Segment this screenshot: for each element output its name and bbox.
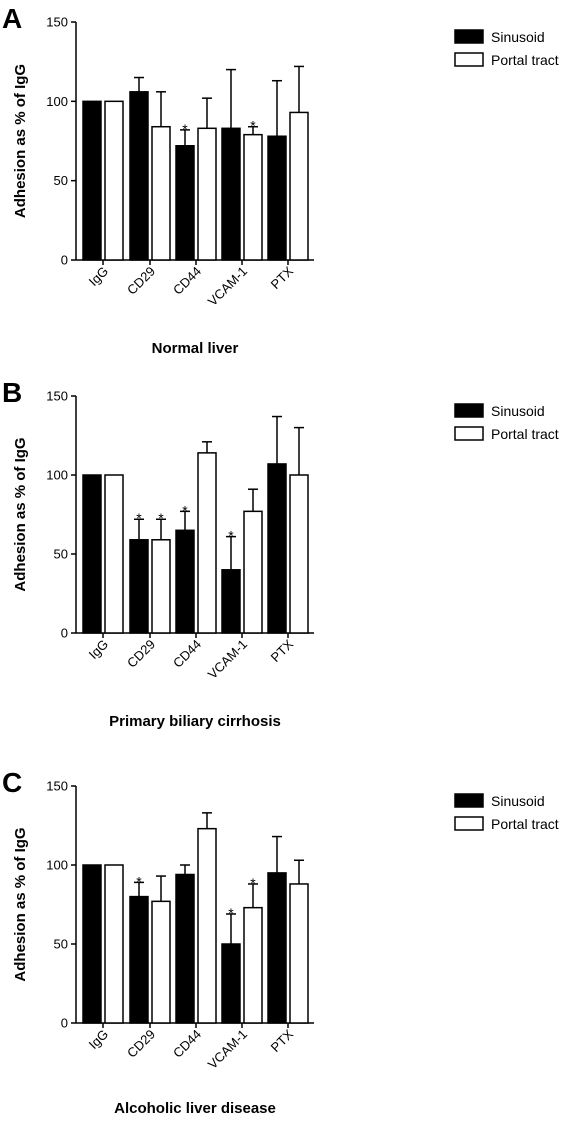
- legend-swatch: [454, 29, 484, 44]
- bar-sinusoid: [221, 943, 241, 1024]
- bar-sinusoid: [82, 474, 102, 634]
- bar-sinusoid: [221, 127, 241, 261]
- bar-sinusoid: [267, 463, 287, 634]
- x-tick-label: VCAM-1: [205, 1027, 250, 1072]
- bar-sinusoid: [221, 569, 241, 634]
- chart-panel: A Adhesion as % of IgG 0 50 100 150 IgG CD29 CD4…: [2, 3, 559, 357]
- bar-sinusoid: [267, 872, 287, 1024]
- x-tick-label: VCAM-1: [205, 637, 250, 682]
- legend-label: Sinusoid: [491, 29, 545, 45]
- bar-portal-tract: [151, 125, 171, 261]
- bar-portal-tract: [104, 864, 124, 1024]
- significance-marker: *: [228, 905, 234, 921]
- significance-marker: *: [182, 502, 188, 518]
- bar-sinusoid: [175, 873, 195, 1024]
- y-tick-label: 150: [46, 15, 68, 30]
- x-tick-label: CD29: [124, 1027, 158, 1061]
- bar-portal-tract: [243, 133, 263, 261]
- bar-portal-tract: [243, 510, 263, 634]
- legend-swatch: [454, 52, 484, 67]
- chart-panel: C Adhesion as % of IgG 0 50 100 150 IgG CD29 CD4…: [2, 767, 559, 1117]
- legend-swatch: [454, 816, 484, 831]
- legend-swatch: [454, 426, 484, 441]
- x-axis-title: Primary biliary cirrhosis: [109, 713, 281, 730]
- y-tick-label: 50: [54, 937, 68, 952]
- y-tick-label: 100: [46, 858, 68, 873]
- y-tick-label: 0: [61, 626, 68, 641]
- x-tick-label: CD44: [170, 264, 204, 298]
- bar-portal-tract: [104, 100, 124, 261]
- legend-swatch: [454, 403, 484, 418]
- bar-portal-tract: [197, 452, 217, 634]
- legend-label: Sinusoid: [491, 793, 545, 809]
- y-tick-label: 50: [54, 547, 68, 562]
- y-tick-label: 0: [61, 1016, 68, 1031]
- x-axis-title: Normal liver: [152, 340, 239, 357]
- y-tick-label: 150: [46, 779, 68, 794]
- bar-sinusoid: [267, 135, 287, 261]
- y-axis-label: Adhesion as % of IgG: [12, 827, 29, 981]
- bar-portal-tract: [151, 900, 171, 1024]
- bar-portal-tract: [197, 127, 217, 261]
- bar-sinusoid: [129, 895, 149, 1024]
- chart-panel: B Adhesion as % of IgG 0 50 100 150 IgG CD29 CD4…: [2, 377, 559, 730]
- panel-label: C: [2, 767, 22, 798]
- x-tick-label: PTX: [268, 1026, 297, 1055]
- significance-marker: *: [228, 528, 234, 544]
- y-tick-label: 50: [54, 173, 68, 188]
- x-tick-label: IgG: [86, 1027, 111, 1052]
- x-axis-title: Alcoholic liver disease: [114, 1100, 276, 1117]
- bar-portal-tract: [289, 474, 309, 634]
- legend-label: Portal tract: [491, 426, 559, 442]
- bar-sinusoid: [129, 539, 149, 634]
- x-tick-label: CD44: [170, 637, 204, 671]
- x-tick-label: PTX: [268, 636, 297, 665]
- bar-portal-tract: [243, 906, 263, 1024]
- significance-marker: *: [136, 873, 142, 889]
- bar-sinusoid: [175, 529, 195, 634]
- significance-marker: *: [158, 510, 164, 526]
- y-tick-label: 150: [46, 389, 68, 404]
- bar-portal-tract: [104, 474, 124, 634]
- bar-portal-tract: [289, 111, 309, 261]
- bar-portal-tract: [151, 539, 171, 634]
- legend-label: Portal tract: [491, 816, 559, 832]
- significance-marker: *: [250, 118, 256, 134]
- bar-sinusoid: [82, 864, 102, 1024]
- bar-sinusoid: [129, 91, 149, 261]
- legend-label: Portal tract: [491, 52, 559, 68]
- panel-label: A: [2, 3, 22, 34]
- panel-label: B: [2, 377, 22, 408]
- x-tick-label: PTX: [268, 263, 297, 292]
- legend-swatch: [454, 793, 484, 808]
- bar-portal-tract: [289, 883, 309, 1024]
- legend-label: Sinusoid: [491, 403, 545, 419]
- x-tick-label: CD29: [124, 637, 158, 671]
- x-tick-label: IgG: [86, 264, 111, 289]
- significance-marker: *: [182, 121, 188, 137]
- x-tick-label: IgG: [86, 637, 111, 662]
- x-tick-label: VCAM-1: [205, 264, 250, 309]
- bar-sinusoid: [175, 145, 195, 261]
- bar-portal-tract: [197, 827, 217, 1024]
- x-tick-label: CD29: [124, 264, 158, 298]
- bar-sinusoid: [82, 100, 102, 261]
- significance-marker: *: [250, 875, 256, 891]
- y-tick-label: 0: [61, 253, 68, 268]
- x-tick-label: CD44: [170, 1027, 204, 1061]
- y-axis-label: Adhesion as % of IgG: [12, 437, 29, 591]
- y-tick-label: 100: [46, 468, 68, 483]
- y-axis-label: Adhesion as % of IgG: [12, 64, 29, 218]
- significance-marker: *: [136, 510, 142, 526]
- y-tick-label: 100: [46, 94, 68, 109]
